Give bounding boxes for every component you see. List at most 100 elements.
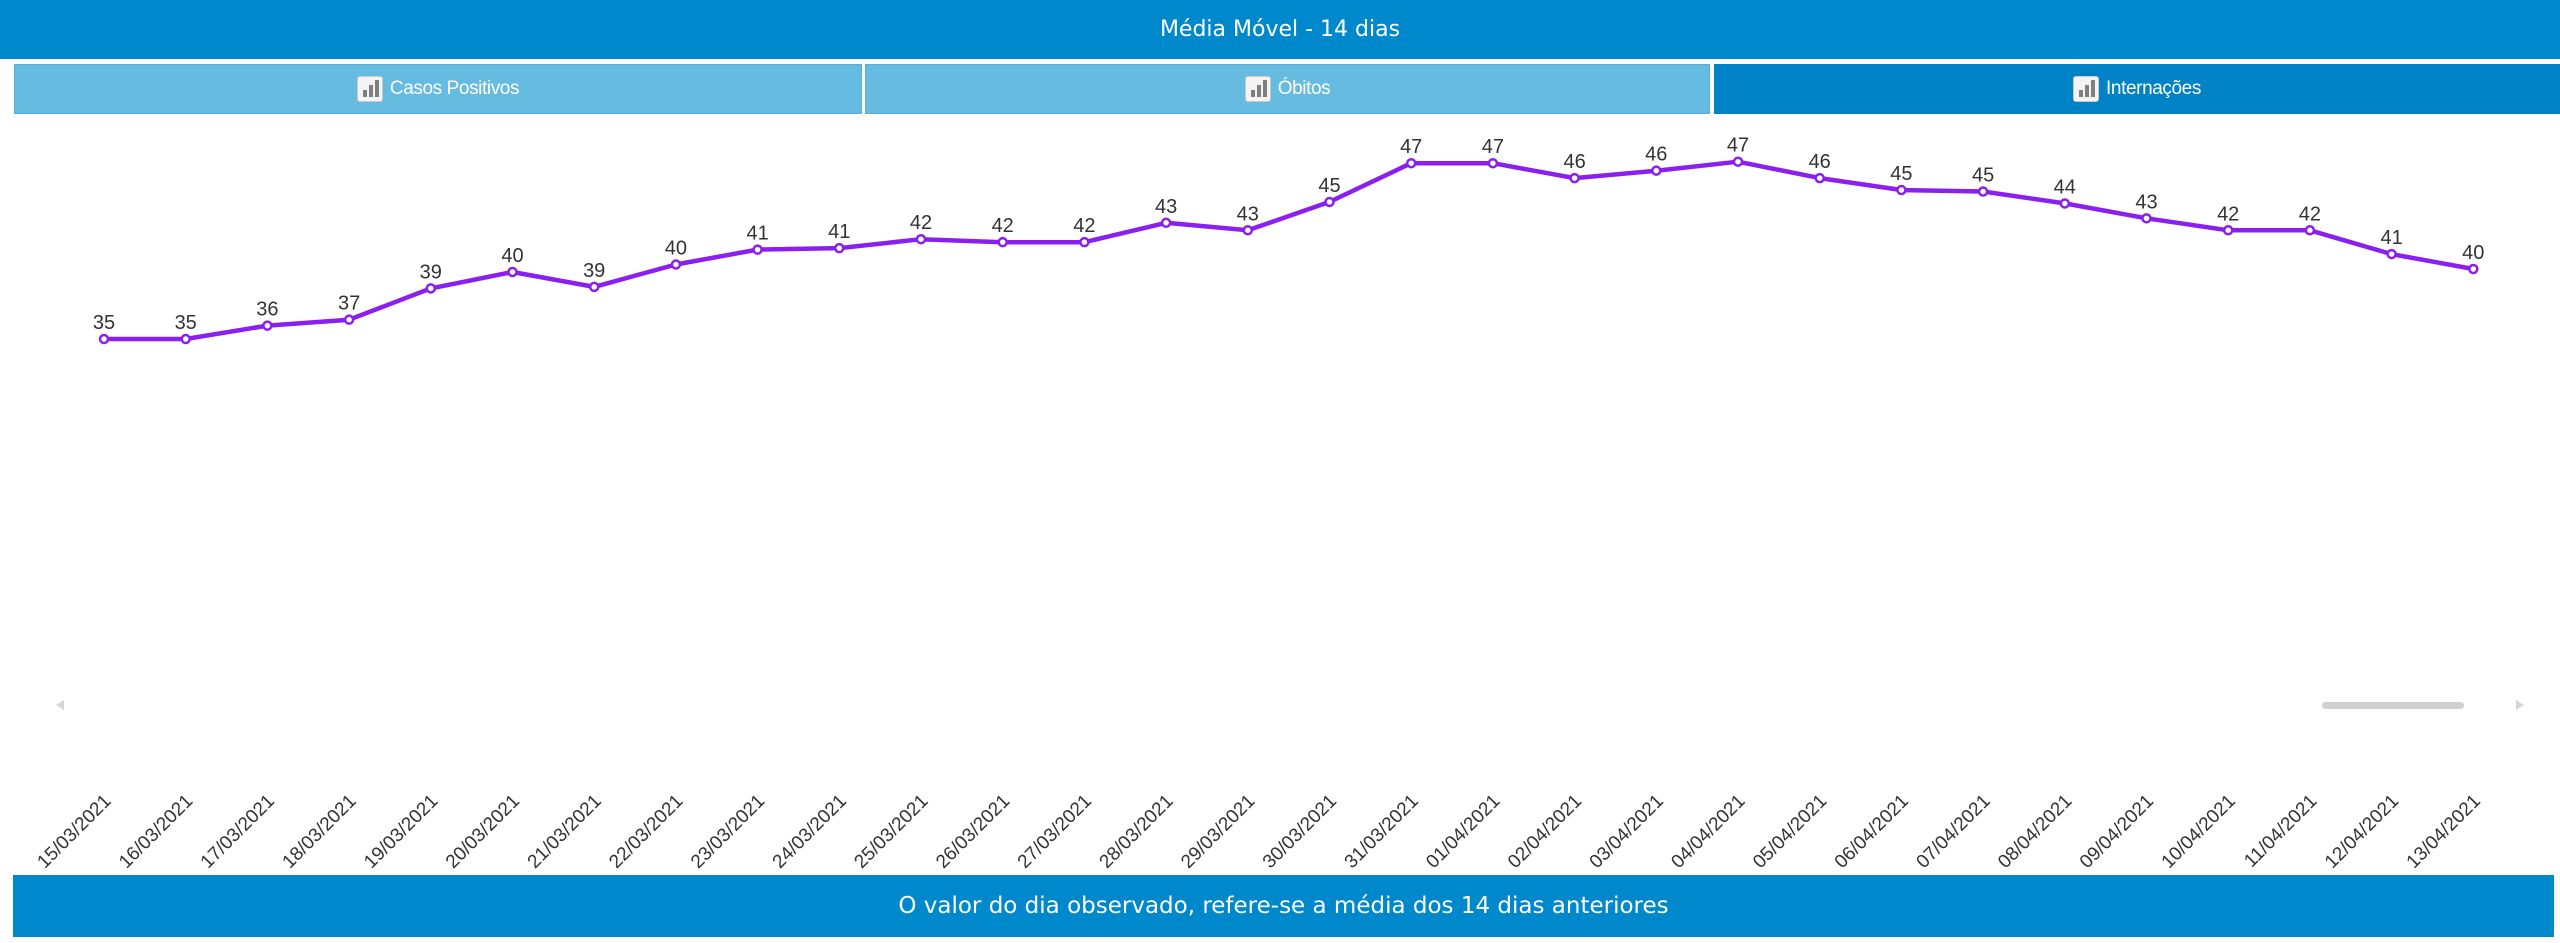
data-label: 37 — [338, 293, 360, 315]
data-label: 45 — [1890, 163, 1912, 185]
data-label: 47 — [1727, 135, 1749, 157]
x-tick-label: 25/03/2021 — [850, 791, 932, 870]
data-point — [1324, 196, 1335, 208]
x-tick-label: 26/03/2021 — [932, 791, 1014, 870]
data-label: 43 — [1237, 203, 1259, 225]
x-tick-label: 20/03/2021 — [442, 791, 524, 870]
data-point — [1651, 165, 1662, 176]
x-tick-label: 29/03/2021 — [1177, 791, 1259, 870]
data-label: 46 — [1809, 151, 1831, 173]
data-label: 47 — [1400, 136, 1422, 158]
data-label: 42 — [1073, 215, 1095, 237]
x-tick-label: 04/04/2021 — [1667, 791, 1749, 870]
data-label: 42 — [910, 212, 932, 234]
x-tick-label: 23/03/2021 — [687, 791, 769, 870]
data-label: 45 — [1972, 165, 1994, 187]
data-point — [1896, 184, 1907, 196]
chart-tabs: Casos Positivos Óbitos Internações — [0, 64, 2560, 116]
data-point — [507, 266, 518, 278]
data-label: 40 — [501, 245, 523, 267]
data-label: 46 — [1645, 144, 1667, 166]
footer-note: O valor do dia observado, refere-se a mé… — [898, 893, 1669, 919]
bar-chart-icon — [356, 76, 383, 102]
data-point — [2304, 225, 2316, 236]
data-point — [2222, 225, 2234, 236]
data-label: 39 — [583, 260, 605, 282]
data-point — [425, 283, 437, 294]
x-tick-label: 12/04/2021 — [2321, 791, 2403, 870]
data-point — [834, 242, 845, 254]
tab-obitos[interactable]: Óbitos — [865, 64, 1710, 114]
data-point — [2386, 248, 2397, 260]
x-tick-label: 01/04/2021 — [1422, 791, 1504, 870]
x-tick-label: 31/03/2021 — [1341, 791, 1423, 870]
data-point — [1732, 156, 1744, 167]
data-point — [752, 244, 763, 255]
data-label: 41 — [746, 223, 768, 245]
page-title: Média Móvel - 14 dias — [1159, 17, 1401, 42]
data-label: 39 — [420, 261, 442, 283]
data-label: 36 — [256, 299, 278, 321]
data-point — [180, 333, 191, 345]
data-label: 44 — [2054, 176, 2076, 198]
data-label: 43 — [1155, 196, 1177, 218]
x-tick-label: 18/03/2021 — [279, 791, 361, 870]
x-tick-label: 24/03/2021 — [769, 791, 851, 870]
x-tick-label: 08/04/2021 — [1994, 791, 2076, 870]
data-label: 43 — [2135, 191, 2157, 213]
data-label: 41 — [828, 221, 850, 243]
data-point — [1977, 186, 1989, 197]
x-tick-label: 13/04/2021 — [2403, 791, 2485, 870]
scroll-left-arrow — [56, 700, 64, 710]
x-tick-label: 03/04/2021 — [1586, 791, 1668, 870]
data-point — [1242, 225, 1254, 236]
data-label: 47 — [1482, 136, 1504, 158]
data-label: 42 — [992, 215, 1014, 237]
data-point — [1079, 236, 1090, 248]
chart-title-bar: Média Móvel - 14 dias — [0, 0, 2560, 59]
data-point — [670, 259, 682, 270]
x-tick-label: 22/03/2021 — [605, 791, 687, 870]
scrollbar-thumb — [2322, 702, 2464, 709]
data-label: 35 — [175, 312, 197, 334]
data-point — [588, 281, 600, 293]
data-point — [343, 314, 355, 325]
x-tick-label: 05/04/2021 — [1749, 791, 1831, 870]
tab-internacoes[interactable]: Internações — [1714, 64, 2560, 114]
data-point — [2059, 198, 2071, 209]
data-point — [1569, 172, 1580, 184]
data-point — [1405, 157, 1417, 169]
footer-note-bar: O valor do dia observado, refere-se a mé… — [13, 875, 2554, 937]
data-point — [2468, 263, 2479, 275]
data-label: 40 — [665, 238, 687, 260]
x-tick-label: 19/03/2021 — [360, 791, 442, 870]
line-chart: 35 35 36 37 39 40 39 40 41 41 42 42 42 43 43 45 47 47 46 46… — [33, 135, 2524, 870]
data-point — [262, 320, 273, 331]
tab-label: Óbitos — [1277, 78, 1331, 99]
x-tick-label: 06/04/2021 — [1831, 791, 1913, 870]
series-line — [104, 159, 2474, 342]
x-tick-label: 28/03/2021 — [1096, 791, 1178, 870]
data-point — [997, 236, 1008, 248]
data-label: 46 — [1563, 151, 1585, 173]
scroll-right-arrow — [2516, 700, 2524, 710]
data-label: 41 — [2380, 227, 2402, 249]
x-tick-label: 17/03/2021 — [197, 791, 279, 870]
tab-casos-positivos[interactable]: Casos Positivos — [14, 64, 862, 114]
x-tick-label: 16/03/2021 — [115, 791, 197, 870]
x-tick-label: 21/03/2021 — [524, 791, 606, 870]
data-point — [1487, 157, 1499, 169]
bar-chart-icon — [2073, 76, 2100, 102]
data-label: 45 — [1318, 175, 1340, 197]
x-tick-label: 30/03/2021 — [1259, 791, 1341, 870]
tab-label: Casos Positivos — [389, 78, 520, 99]
data-label: 35 — [93, 312, 115, 334]
x-tick-label: 11/04/2021 — [2240, 791, 2321, 870]
tab-label: Internações — [2106, 78, 2201, 99]
data-point — [2141, 213, 2152, 224]
data-label: 40 — [2462, 242, 2484, 264]
data-point — [1160, 217, 1172, 229]
bar-chart-icon — [1244, 76, 1271, 102]
data-label: 42 — [2217, 203, 2239, 225]
x-tick-label: 02/04/2021 — [1504, 791, 1586, 870]
